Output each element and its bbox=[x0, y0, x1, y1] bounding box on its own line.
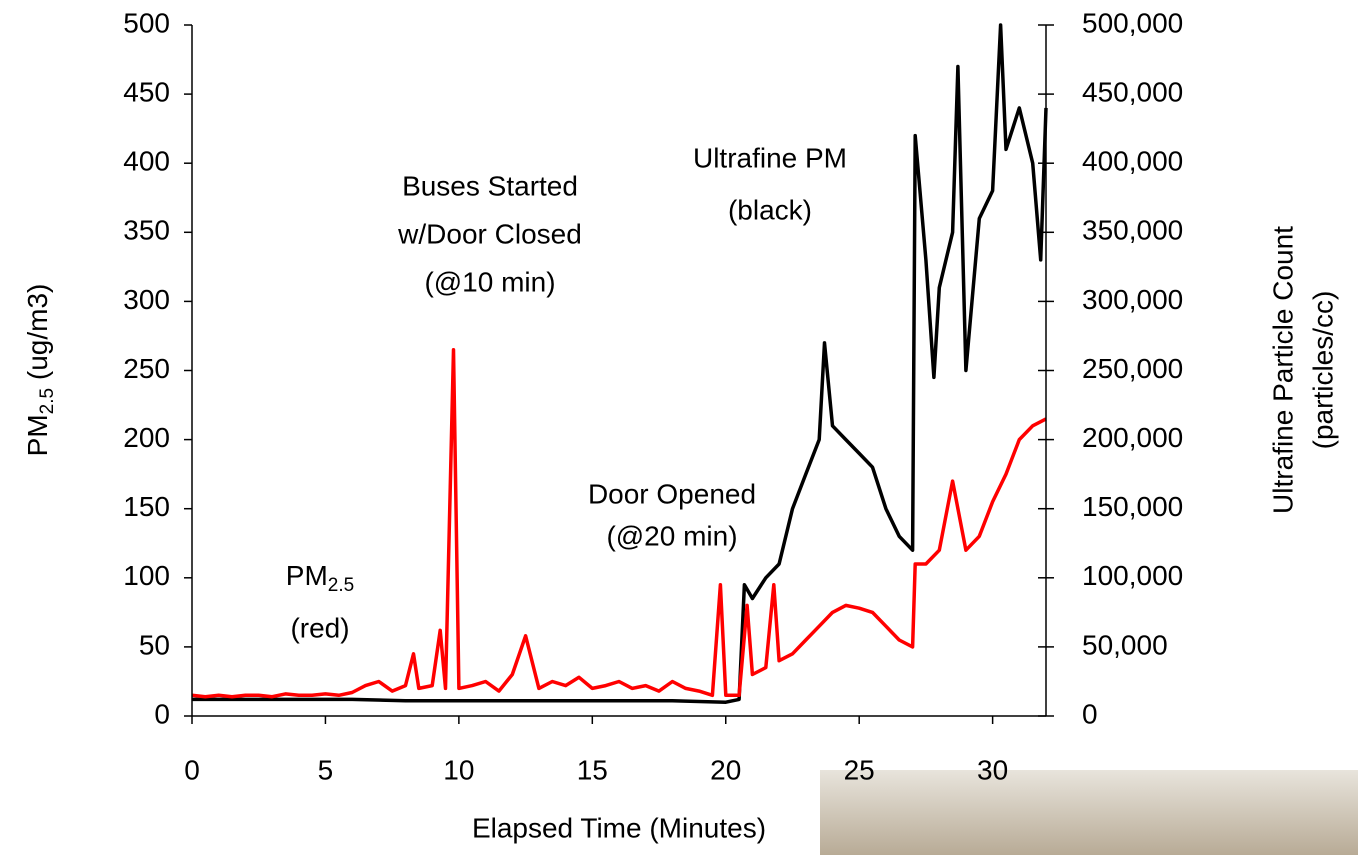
y2-tick-label: 0 bbox=[1082, 698, 1098, 729]
y-tick-label: 300 bbox=[123, 284, 170, 315]
annotation: Buses Started bbox=[402, 170, 578, 201]
y2-tick-label: 500,000 bbox=[1082, 7, 1183, 38]
annotation: (black) bbox=[728, 194, 812, 225]
x-tick-label: 25 bbox=[844, 754, 875, 785]
y2-tick-label: 450,000 bbox=[1082, 76, 1183, 107]
y-tick-label: 350 bbox=[123, 215, 170, 246]
y-axis-label: PM2.5 (ug/m3) bbox=[22, 284, 58, 457]
y2-tick-label: 350,000 bbox=[1082, 215, 1183, 246]
y2-axis-label: (particles/cc) bbox=[1307, 291, 1338, 450]
annotation: PM2.5 bbox=[286, 560, 354, 596]
x-tick-label: 30 bbox=[977, 754, 1008, 785]
y-tick-label: 150 bbox=[123, 491, 170, 522]
annotation: w/Door Closed bbox=[397, 218, 582, 249]
y-label-sub: 2.5 bbox=[37, 388, 58, 414]
data-line bbox=[191, 348, 1047, 699]
y2-tick-label: 150,000 bbox=[1082, 491, 1183, 522]
y2-tick-label: 250,000 bbox=[1082, 353, 1183, 384]
y-tick-label: 450 bbox=[123, 76, 170, 107]
y-label-main: PM bbox=[22, 414, 53, 456]
y2-axis-label: Ultrafine Particle Count bbox=[1267, 226, 1298, 514]
y2-tick-label: 400,000 bbox=[1082, 146, 1183, 177]
x-tick-label: 5 bbox=[318, 754, 334, 785]
annotation-main: PM bbox=[286, 560, 328, 591]
y-tick-label: 200 bbox=[123, 422, 170, 453]
y2-tick-label: 100,000 bbox=[1082, 560, 1183, 591]
x-axis-label: Elapsed Time (Minutes) bbox=[472, 812, 766, 843]
y2-tick-label: 50,000 bbox=[1082, 629, 1168, 660]
annotation-sub: 2.5 bbox=[328, 575, 354, 596]
y-tick-label: 400 bbox=[123, 146, 170, 177]
y-tick-label: 0 bbox=[154, 698, 170, 729]
x-tick-label: 15 bbox=[577, 754, 608, 785]
annotation: (@20 min) bbox=[606, 520, 737, 551]
annotation: Ultrafine PM bbox=[693, 142, 847, 173]
y-tick-label: 250 bbox=[123, 353, 170, 384]
photo-fragment bbox=[820, 770, 1358, 855]
y-tick-label: 500 bbox=[123, 7, 170, 38]
annotation: (red) bbox=[290, 612, 349, 643]
annotation: Door Opened bbox=[588, 478, 756, 509]
y-tick-label: 100 bbox=[123, 560, 170, 591]
data-line bbox=[192, 23, 1048, 704]
annotation: (@10 min) bbox=[424, 266, 555, 297]
x-tick-label: 0 bbox=[184, 754, 200, 785]
y-label-rest: (ug/m3) bbox=[22, 284, 53, 388]
y-tick-label: 50 bbox=[139, 629, 170, 660]
x-tick-label: 10 bbox=[443, 754, 474, 785]
y2-tick-label: 200,000 bbox=[1082, 422, 1183, 453]
y2-tick-label: 300,000 bbox=[1082, 284, 1183, 315]
x-tick-label: 20 bbox=[710, 754, 741, 785]
